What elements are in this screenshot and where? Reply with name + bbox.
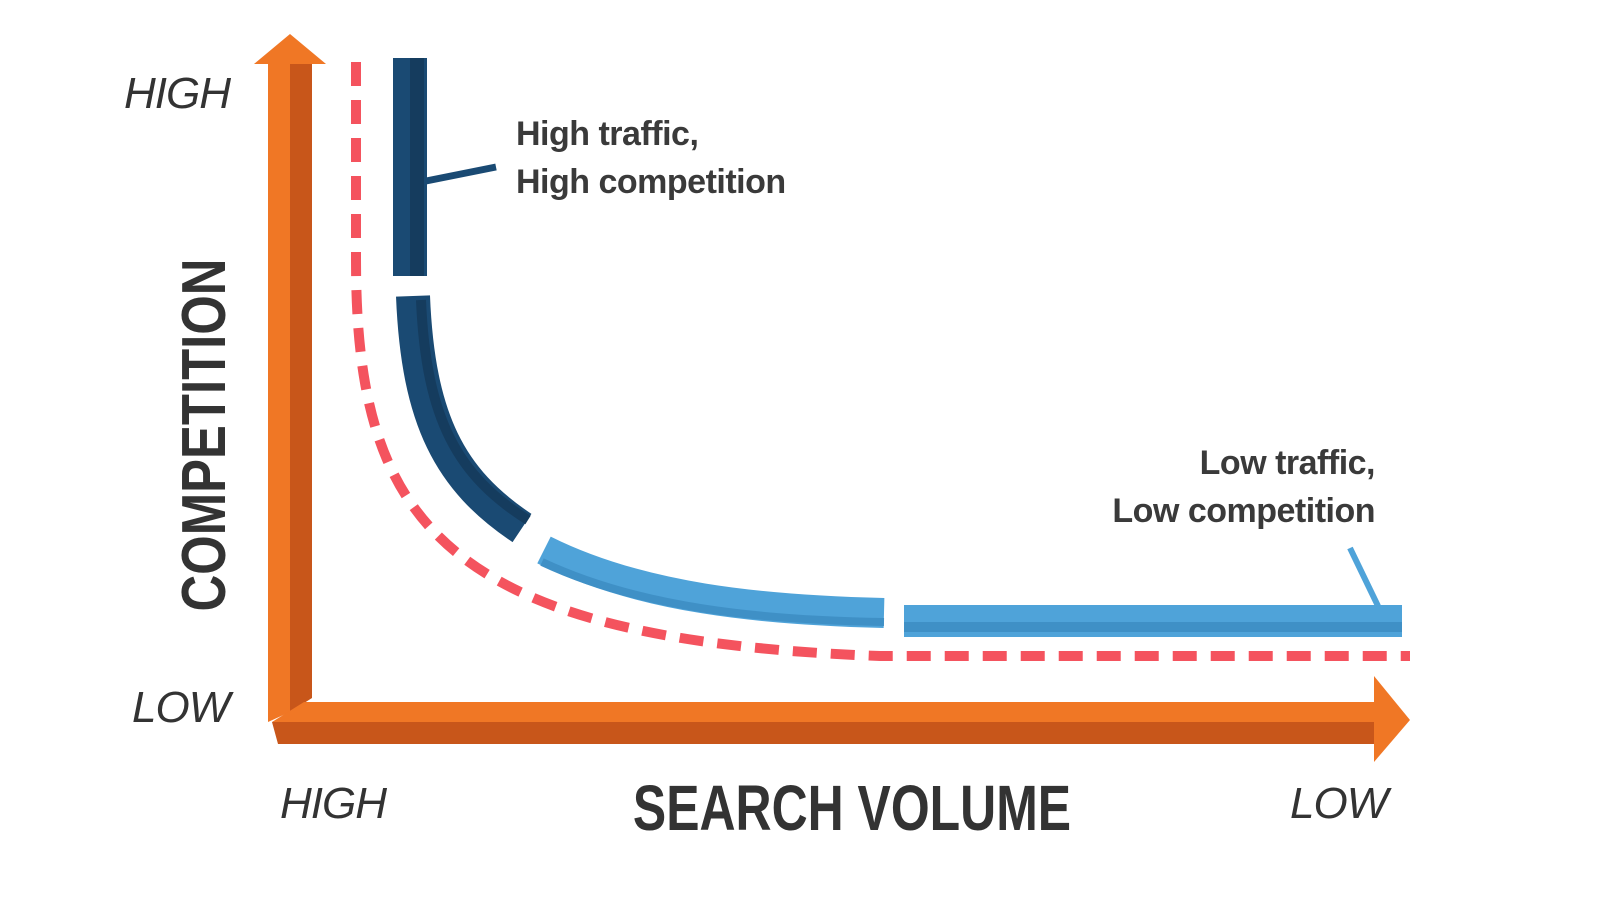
- y-axis-shaft-shade: [290, 62, 312, 712]
- y-axis-shaft: [268, 62, 290, 722]
- low-competition-segment-curve: [537, 536, 885, 628]
- x-axis-shaft-shade: [272, 722, 1378, 744]
- x-axis-arrowhead: [1374, 676, 1410, 762]
- low-competition-segment-tail: [904, 605, 1402, 637]
- high-competition-segment-curve-shade: [416, 299, 531, 525]
- high-annotation-line1: High traffic,: [516, 115, 699, 153]
- low-annotation-leader: [1347, 546, 1381, 608]
- y-axis-title: COMPETITION: [170, 258, 239, 612]
- y-axis-low-label: LOW: [132, 683, 230, 732]
- high-competition-segment-curve: [396, 295, 532, 543]
- low-competition-segment-curve-shade: [540, 558, 885, 626]
- x-axis-shaft: [272, 702, 1378, 722]
- y-axis-arrow: [254, 34, 326, 722]
- low-traffic-annotation: Low traffic, Low competition: [1112, 439, 1375, 535]
- y-axis-high-label: HIGH: [124, 69, 231, 118]
- high-annotation-line2: High competition: [516, 163, 786, 201]
- baseline-dashed-curve: [351, 62, 1410, 661]
- y-axis-arrowhead: [254, 34, 326, 64]
- high-annotation-leader: [425, 163, 497, 185]
- low-annotation-line2: Low competition: [1112, 492, 1375, 530]
- x-axis-arrow: [272, 676, 1410, 762]
- high-traffic-annotation: High traffic, High competition: [516, 110, 786, 206]
- x-axis-high-label: HIGH: [280, 779, 387, 828]
- x-axis-title: SEARCH VOLUME: [632, 772, 1072, 844]
- x-axis-low-label: LOW: [1290, 779, 1388, 828]
- high-competition-segment-top: [393, 58, 427, 276]
- low-annotation-line1: Low traffic,: [1199, 444, 1376, 482]
